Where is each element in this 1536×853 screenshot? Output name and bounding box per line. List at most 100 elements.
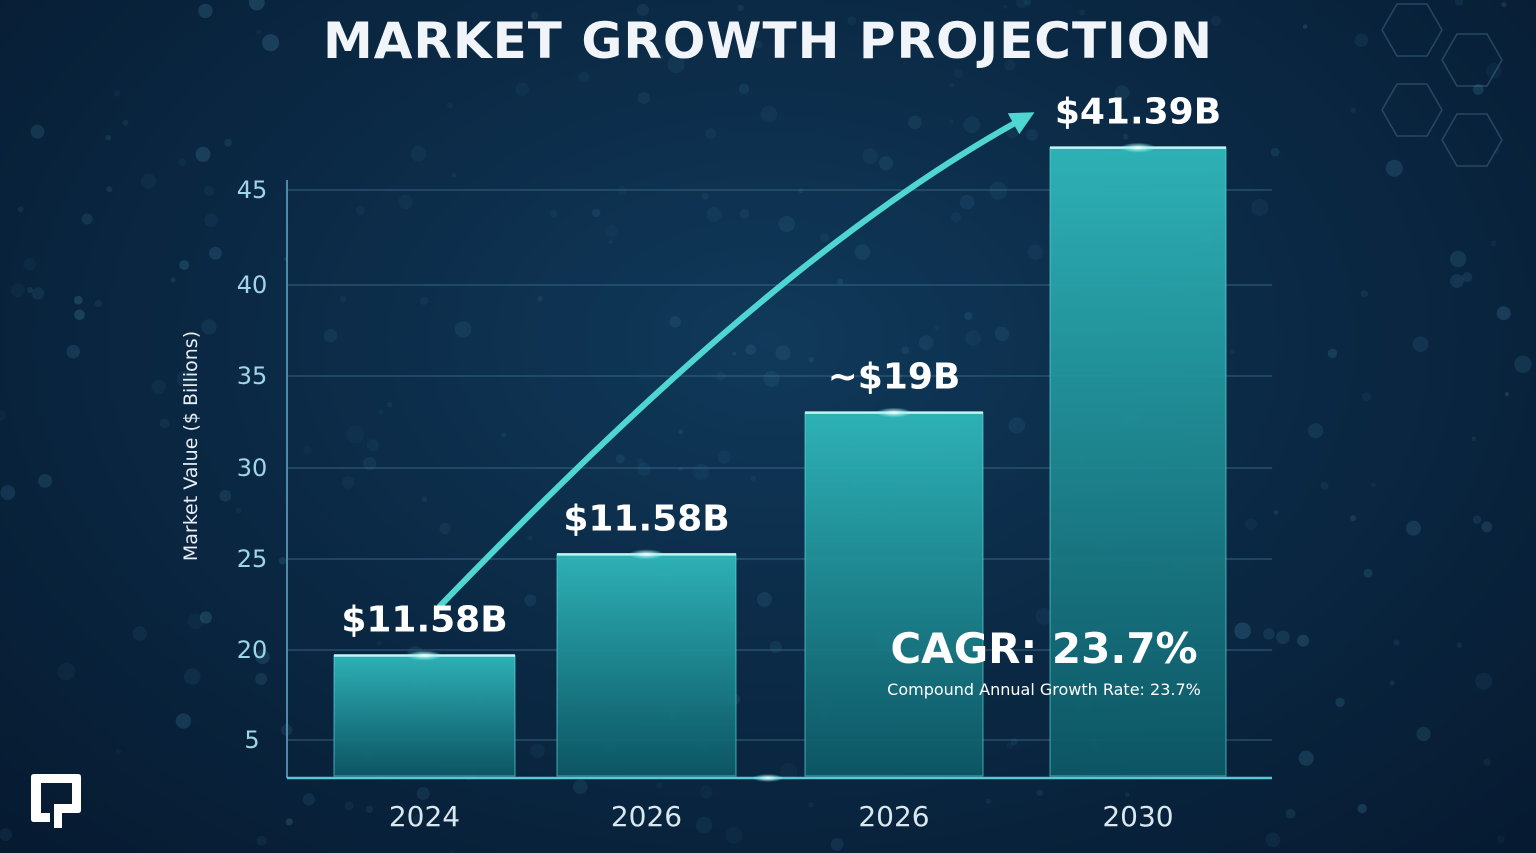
bokeh-dot <box>1234 622 1251 640</box>
bokeh-dot <box>756 592 772 607</box>
bokeh-dot <box>187 613 204 630</box>
bokeh-dot <box>918 335 934 351</box>
y-tick-label: 30 <box>237 454 268 482</box>
bokeh-dot <box>454 321 472 338</box>
bokeh-dot <box>1389 680 1395 686</box>
bokeh-dot <box>779 763 798 781</box>
bokeh-dot <box>505 21 511 26</box>
bokeh-dot <box>573 779 588 795</box>
bokeh-dot <box>66 344 80 359</box>
bokeh-dot <box>820 233 829 243</box>
bokeh-dot <box>416 787 430 800</box>
bokeh-dot <box>1416 726 1431 742</box>
bokeh-dot <box>854 244 871 260</box>
bokeh-dot <box>1360 290 1369 298</box>
bokeh-dot <box>355 205 365 215</box>
bokeh-dot <box>989 181 1008 200</box>
bokeh-dot <box>1455 0 1464 6</box>
bokeh-dot <box>695 816 713 834</box>
bokeh-dot <box>447 102 453 109</box>
bokeh-dot <box>524 594 537 607</box>
bokeh-dot <box>177 157 187 167</box>
y-axis-label: Market Value ($ Billions) <box>180 331 202 561</box>
bokeh-dot <box>179 260 190 270</box>
bokeh-dot <box>667 55 685 74</box>
bokeh-dot <box>1449 250 1467 268</box>
bokeh-dot <box>1385 159 1403 177</box>
x-category-label: 2026 <box>611 800 682 833</box>
bokeh-dot <box>1251 199 1269 217</box>
bokeh-dot <box>934 325 940 331</box>
bar <box>556 553 737 777</box>
bar <box>333 654 516 777</box>
bokeh-dot <box>636 458 644 466</box>
bokeh-dot <box>901 346 910 355</box>
y-tick-labels: 5 20 25 30 35 40 45 <box>237 176 268 754</box>
bokeh-dot <box>1245 518 1257 530</box>
bokeh-dot <box>1016 0 1028 8</box>
bokeh-dot <box>1350 515 1357 522</box>
bokeh-dot <box>1514 355 1532 373</box>
bokeh-dot <box>739 209 750 219</box>
bokeh-dot <box>341 476 355 489</box>
bokeh-dot <box>376 640 382 647</box>
bokeh-dot <box>501 432 507 438</box>
cagr-subtext: Compound Annual Growth Rate: 23.7% <box>887 680 1201 699</box>
bokeh-dot <box>323 328 338 343</box>
bokeh-dot <box>985 798 991 804</box>
bokeh-dot <box>1004 59 1016 71</box>
bokeh-dot <box>750 475 757 482</box>
y-tick-label: 5 <box>244 726 259 754</box>
cagr-headline: CAGR: 23.7% <box>890 624 1198 673</box>
bokeh-dot <box>208 246 222 260</box>
bokeh-dot <box>38 474 52 488</box>
x-category-label: 2030 <box>1102 800 1173 833</box>
bokeh-dot <box>1230 348 1236 355</box>
bokeh-dot <box>732 351 737 356</box>
bokeh-dot <box>1124 792 1130 797</box>
y-tick-label: 20 <box>237 636 268 664</box>
bokeh-dot <box>407 813 412 818</box>
bokeh-dot <box>81 213 93 225</box>
bokeh-dot <box>419 296 429 305</box>
hexagon-decoration <box>1441 33 1503 87</box>
bokeh-dot <box>754 40 763 49</box>
bokeh-dot <box>908 115 922 130</box>
bokeh-dot <box>592 208 601 218</box>
bokeh-dot <box>1475 672 1493 690</box>
bokeh-dot <box>1006 742 1014 749</box>
bar-top-glow <box>628 549 665 560</box>
bokeh-dot <box>1354 33 1369 47</box>
bokeh-dot <box>637 92 650 105</box>
bokeh-dot <box>808 356 814 363</box>
bokeh-dot <box>17 206 24 213</box>
bokeh-dot <box>953 68 964 79</box>
bokeh-dot <box>1114 85 1130 100</box>
bokeh-dot <box>705 128 717 140</box>
bokeh-dot <box>1370 482 1376 488</box>
bokeh-dot <box>1308 423 1324 439</box>
bokeh-dot <box>339 295 347 303</box>
bokeh-dot <box>386 401 393 407</box>
bokeh-dot <box>201 319 217 335</box>
bokeh-dot <box>366 439 379 452</box>
bokeh-dot <box>378 409 384 415</box>
bokeh-dot <box>798 188 804 194</box>
x-category-labels: 2024 2026 2026 2030 <box>389 800 1174 833</box>
bokeh-dot <box>1501 1 1507 8</box>
bokeh-dot <box>422 32 437 48</box>
bokeh-dot <box>23 258 36 271</box>
bokeh-dot <box>738 83 750 95</box>
x-category-label: 2024 <box>389 800 460 833</box>
bokeh-dot <box>775 345 791 361</box>
bokeh-dot <box>994 326 1010 342</box>
bokeh-dot <box>678 429 684 435</box>
bar <box>804 412 984 777</box>
bokeh-dot <box>1297 634 1310 647</box>
bokeh-dot <box>365 805 374 813</box>
bar-data-label: ~$19B <box>828 357 961 398</box>
bokeh-dot <box>737 4 744 12</box>
bokeh-dot <box>412 814 423 825</box>
bokeh-dot <box>1449 274 1464 288</box>
